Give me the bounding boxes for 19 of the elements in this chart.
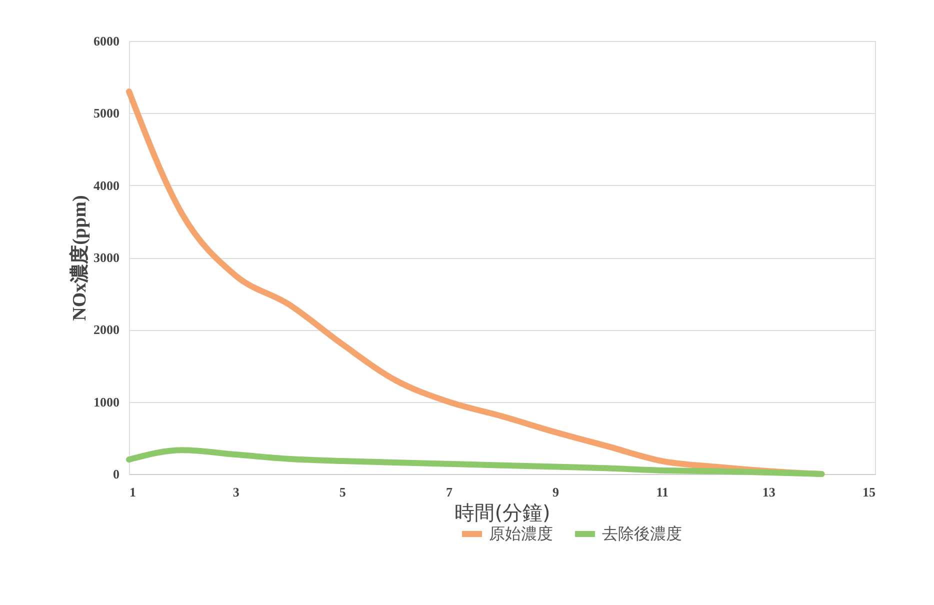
y-axis-title: NOx濃度(ppm) [68,195,90,321]
y-tick-label: 5000 [94,106,120,121]
legend-label: 去除後濃度 [602,524,682,543]
y-tick-label: 6000 [94,34,120,48]
x-tick-label: 13 [762,484,776,500]
y-tick-label: 4000 [94,178,120,193]
x-tick-label: 5 [339,484,346,500]
legend-label: 原始濃度 [489,524,553,543]
x-tick-label: 15 [862,484,876,500]
y-tick-label: 2000 [94,322,120,338]
x-tick-label: 1 [130,484,136,500]
x-tick-label: 3 [232,484,240,500]
x-tick-label: 7 [446,484,453,500]
x-tick-label: 11 [656,484,669,500]
y-tick-label: 3000 [94,250,120,265]
y-tick-label: 0 [113,466,120,482]
y-tick-label: 1000 [94,394,120,410]
x-tick-label: 9 [552,484,560,500]
x-axis-title: 時間(分鐘) [454,500,550,524]
